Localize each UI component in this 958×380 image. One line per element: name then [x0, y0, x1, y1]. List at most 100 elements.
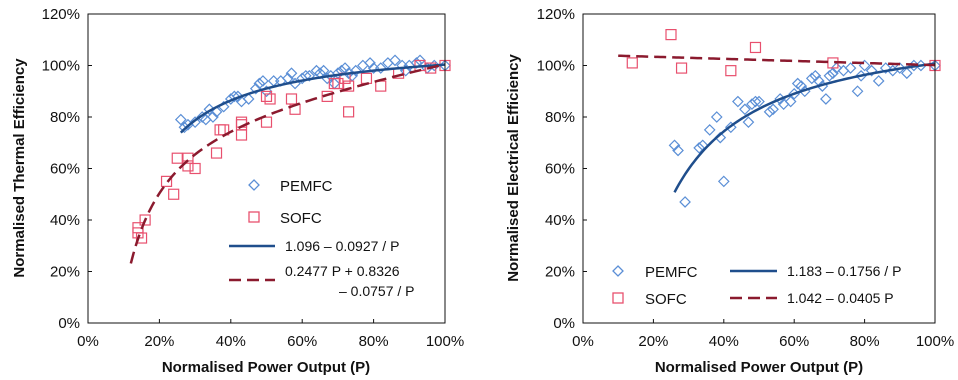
- y-tick-label: 20%: [545, 264, 575, 281]
- x-tick-label: 60%: [779, 333, 809, 350]
- pemfc-data-point: [767, 103, 779, 116]
- electrical-plot-marks: [618, 29, 941, 208]
- thermal-tick-labels: 0% 20% 40% 60% 80% 100% 0% 20% 40% 60% 80% 100% 120%: [42, 6, 465, 350]
- sofc-data-point: [321, 90, 333, 103]
- y-tick-label: 40%: [50, 212, 80, 229]
- legend-sofc-marker: [248, 211, 260, 223]
- pemfc-data-point: [242, 93, 255, 105]
- pemfc-data-point: [724, 121, 737, 134]
- pemfc-data-point: [253, 77, 266, 90]
- pemfc-data-point: [285, 67, 298, 80]
- y-tick-label: 120%: [537, 6, 575, 23]
- legend-sofc-label: SOFC: [645, 291, 687, 308]
- y-tick-label: 100%: [42, 58, 80, 75]
- pemfc-data-point: [763, 106, 776, 118]
- sofc-data-point: [343, 106, 355, 118]
- pemfc-data-point: [249, 82, 262, 95]
- x-tick-label: 20%: [638, 333, 668, 350]
- y-tick-label: 0%: [58, 315, 80, 332]
- sofc-data-point: [425, 62, 437, 74]
- legend-fit2-label-line2: – 0.0757 / P: [339, 283, 415, 299]
- electrical-y-axis-label: Normalised Electrical Efficiency: [505, 54, 522, 282]
- legend-sofc-label: SOFC: [280, 210, 322, 227]
- pemfc-data-point: [805, 72, 818, 85]
- electrical-x-axis-label: Normalised Power Output (P): [655, 359, 863, 376]
- x-tick-label: 100%: [426, 333, 464, 350]
- pemfc-data-point: [189, 116, 201, 128]
- pemfc-data-point: [732, 95, 744, 108]
- y-tick-label: 80%: [545, 109, 575, 126]
- sofc-data-point: [665, 29, 677, 41]
- legend-fit1-label: 1.096 – 0.0927 / P: [285, 238, 399, 254]
- x-tick-label: 40%: [216, 333, 246, 350]
- legend-pemfc-marker: [248, 179, 260, 191]
- x-tick-label: 0%: [572, 333, 594, 350]
- sofc-data-point: [285, 93, 298, 105]
- sofc-data-point: [182, 152, 194, 164]
- y-tick-label: 60%: [50, 161, 80, 178]
- pemfc-data-point: [267, 75, 280, 87]
- legend-fit1-label: 1.183 – 0.1756 / P: [787, 263, 901, 279]
- y-tick-label: 0%: [553, 315, 575, 332]
- pemfc-data-point: [844, 62, 857, 74]
- x-tick-label: 0%: [77, 333, 99, 350]
- legend-sofc-marker: [612, 292, 624, 304]
- pemfc-data-point: [679, 196, 691, 208]
- pemfc-data-point: [710, 111, 723, 123]
- sofc-data-point: [235, 129, 248, 141]
- pemfc-data-point: [389, 54, 401, 67]
- pemfc-fit-curve: [673, 62, 936, 193]
- x-tick-label: 80%: [850, 333, 880, 350]
- y-tick-label: 80%: [50, 109, 80, 126]
- sofc-data-point: [360, 72, 373, 84]
- pemfc-data-point: [742, 116, 755, 128]
- y-tick-label: 120%: [42, 6, 80, 23]
- pemfc-data-point: [753, 95, 765, 108]
- pemfc-data-point: [703, 124, 716, 136]
- pemfc-data-point: [203, 103, 216, 116]
- x-tick-label: 40%: [709, 333, 739, 350]
- sofc-data-point: [260, 90, 273, 103]
- thermal-y-axis-label: Normalised Thermal Efficiency: [11, 58, 28, 278]
- y-tick-label: 40%: [545, 212, 575, 229]
- pemfc-data-point: [364, 57, 376, 69]
- pemfc-fit-curve: [179, 63, 446, 134]
- electrical-tick-labels: 0% 20% 40% 60% 80% 100% 0% 20% 40% 60% 80% 100% 120%: [537, 6, 955, 350]
- sofc-data-point: [214, 124, 226, 136]
- pemfc-data-point: [879, 62, 892, 74]
- thermal-plot-marks: [129, 54, 451, 264]
- pemfc-data-point: [303, 69, 316, 82]
- y-tick-label: 60%: [545, 161, 575, 178]
- electrical-efficiency-chart: 0% 20% 40% 60% 80% 100% 0% 20% 40% 60% 80% 100% 120%…: [505, 6, 954, 376]
- legend-pemfc-label: PEMFC: [645, 264, 698, 281]
- pemfc-data-point: [823, 69, 836, 82]
- pemfc-data-point: [827, 67, 839, 80]
- sofc-data-point: [725, 65, 737, 77]
- legend-pemfc-marker: [612, 265, 624, 277]
- legend-fit2-label-line1: 0.2477 P + 0.8326: [285, 263, 400, 279]
- pemfc-data-point: [749, 95, 762, 108]
- y-tick-label: 20%: [50, 264, 80, 281]
- x-tick-label: 80%: [359, 333, 389, 350]
- sofc-data-point: [168, 188, 180, 200]
- pemfc-data-point: [865, 64, 878, 77]
- pemfc-data-point: [257, 75, 269, 87]
- pemfc-data-point: [739, 103, 751, 116]
- y-tick-label: 100%: [537, 58, 575, 75]
- pemfc-data-point: [820, 93, 832, 105]
- pemfc-data-point: [693, 142, 706, 154]
- pemfc-data-point: [872, 75, 885, 87]
- sofc-fit-curve: [129, 63, 446, 264]
- pemfc-data-point: [717, 175, 730, 188]
- pemfc-data-point: [174, 113, 187, 126]
- pemfc-data-point: [428, 59, 441, 72]
- pemfc-data-point: [207, 111, 219, 123]
- thermal-legend: PEMFC SOFC 1.096 – 0.0927 / P 0.2477 P +…: [229, 178, 415, 299]
- sofc-data-point: [171, 152, 183, 164]
- sofc-data-point: [139, 214, 151, 226]
- pemfc-data-point: [672, 144, 684, 157]
- electrical-legend: PEMFC SOFC 1.183 – 0.1756 / P 1.042 – 0.…: [612, 263, 901, 308]
- sofc-data-point: [675, 62, 688, 74]
- sofc-data-point: [260, 116, 273, 128]
